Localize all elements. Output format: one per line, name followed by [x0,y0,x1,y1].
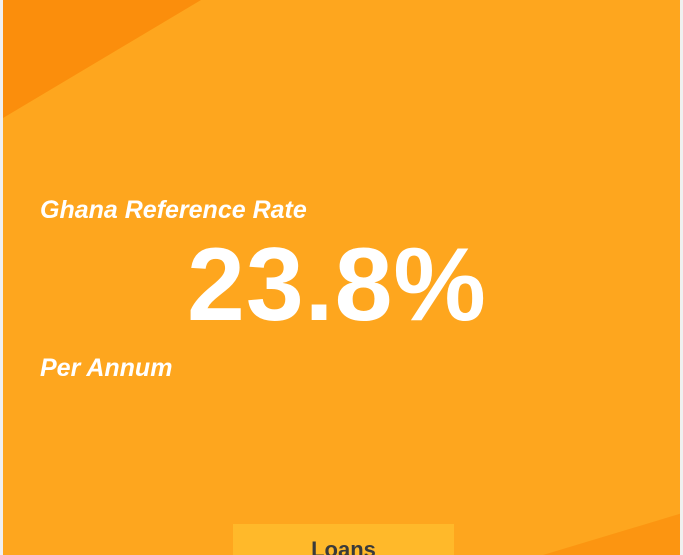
rate-label: Ghana Reference Rate [40,196,307,224]
top-left-accent-shape [3,0,201,118]
rate-period-label: Per Annum [40,354,173,382]
rate-value: 23.8% [187,227,487,343]
bottom-right-accent-shape [543,513,680,555]
loans-button[interactable]: Loans [233,524,454,555]
decorative-background-shapes [3,0,680,555]
